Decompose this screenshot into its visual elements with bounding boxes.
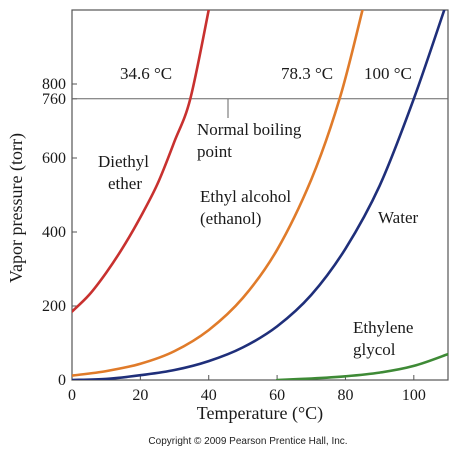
series-label-water: Water xyxy=(378,208,418,227)
y-tick-label: 0 xyxy=(58,372,66,389)
x-tick-label: 60 xyxy=(269,387,285,404)
plot-frame xyxy=(71,9,449,381)
series-label-ethanol-line1: Ethyl alcohol xyxy=(200,187,291,206)
normal-boiling-point-label-line2: point xyxy=(197,142,232,161)
x-axis-ticks: 0 20 40 60 80 100 xyxy=(68,375,426,404)
y-tick-label: 600 xyxy=(42,150,66,167)
x-axis-title: Temperature (°C) xyxy=(197,403,323,424)
y-tick-label: 800 xyxy=(42,76,66,93)
y-tick-label: 400 xyxy=(42,224,66,241)
series-label-diethyl-ether-line1: Diethyl xyxy=(98,152,149,171)
series-line-ethylene-glycol xyxy=(275,352,448,380)
x-tick-label: 40 xyxy=(201,387,217,404)
y-tick-label: 760 xyxy=(42,91,66,108)
series-label-ethylene-glycol-line2: glycol xyxy=(353,340,396,359)
series-line-ethyl-alcohol-ethanol xyxy=(72,10,364,377)
series-label-diethyl-ether-line2: ether xyxy=(108,174,142,193)
x-tick-label: 0 xyxy=(68,387,76,404)
normal-boiling-point-label-line1: Normal boiling xyxy=(197,120,302,139)
series-label-ethylene-glycol-line1: Ethylene xyxy=(353,318,413,337)
x-tick-label: 20 xyxy=(132,387,148,404)
boiling-point-label-ethanol: 78.3 °C xyxy=(281,64,333,83)
x-tick-label: 80 xyxy=(337,387,353,404)
copyright-text: Copyright © 2009 Pearson Prentice Hall, … xyxy=(148,436,347,447)
series-line-diethyl-ether xyxy=(72,10,210,313)
y-axis-title: Vapor pressure (torr) xyxy=(6,133,27,283)
x-tick-label: 100 xyxy=(402,387,426,404)
series-lines xyxy=(72,10,448,380)
boiling-point-label-water: 100 °C xyxy=(364,64,412,83)
series-label-ethanol-line2: (ethanol) xyxy=(200,209,261,228)
boiling-point-label-diethyl-ether: 34.6 °C xyxy=(120,64,172,83)
series-line-water xyxy=(72,10,446,380)
y-tick-label: 200 xyxy=(42,298,66,315)
